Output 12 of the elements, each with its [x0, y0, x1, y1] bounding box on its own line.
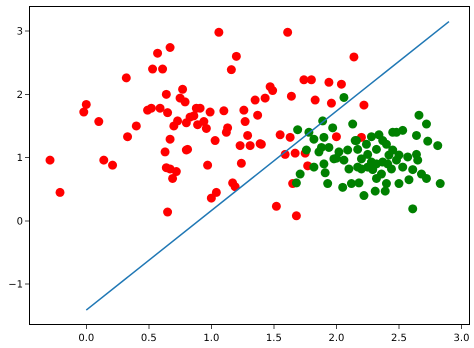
y-tick-label: 0	[16, 216, 23, 228]
y-tick-label: 2	[16, 90, 23, 101]
x-tick-label: 2.5	[391, 333, 407, 344]
x-tick-label: 3.0	[454, 333, 470, 344]
x-tick-label: 0.0	[78, 333, 94, 344]
x-tick-label: 2.0	[328, 333, 344, 344]
x-tick-label: 0.5	[140, 333, 157, 344]
x-tick-label: 1.5	[266, 333, 282, 344]
y-tick-label: 1	[16, 153, 23, 164]
y-tick-label: 3	[16, 26, 23, 38]
y-tick-label: −1	[8, 280, 23, 291]
x-tick-label: 1.0	[203, 333, 220, 344]
